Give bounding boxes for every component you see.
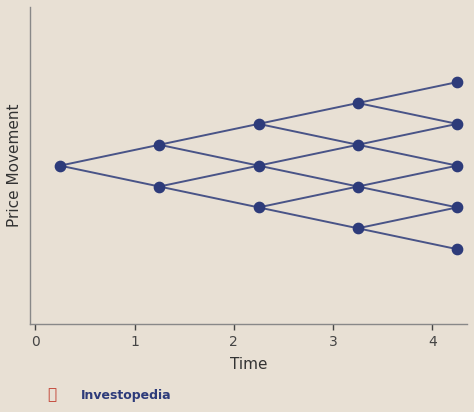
Point (155, 183, 163, 190)
Point (354, 141, 362, 148)
X-axis label: Time: Time (230, 357, 267, 372)
Y-axis label: Price Movement: Price Movement (7, 104, 22, 227)
Text: ⓘ: ⓘ (47, 387, 56, 402)
Point (354, 183, 362, 190)
Point (453, 162, 461, 169)
Point (453, 204, 461, 211)
Point (255, 121, 263, 127)
Point (453, 246, 461, 253)
Point (354, 225, 362, 232)
Point (453, 79, 461, 85)
Point (255, 162, 263, 169)
Point (255, 204, 263, 211)
Point (56, 162, 64, 169)
Point (155, 141, 163, 148)
Point (354, 100, 362, 106)
Text: Investopedia: Investopedia (81, 389, 171, 402)
Point (453, 121, 461, 127)
